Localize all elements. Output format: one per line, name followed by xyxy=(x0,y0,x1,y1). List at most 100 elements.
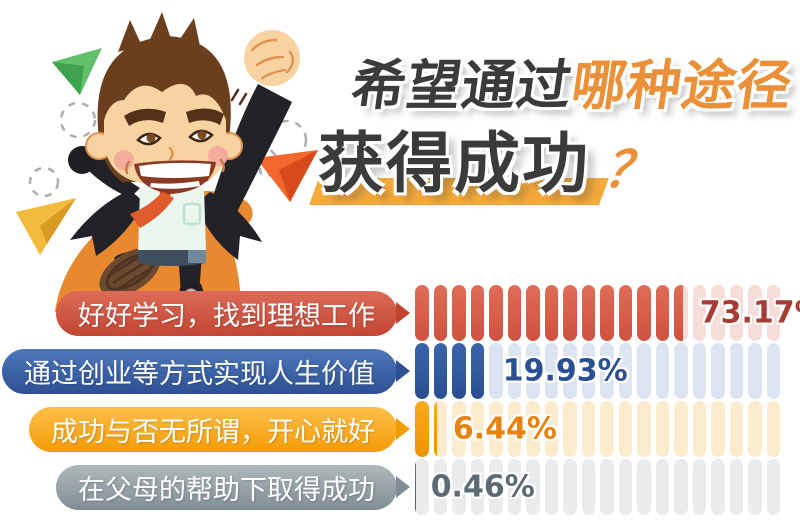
bar-segment xyxy=(452,285,466,341)
bar-segment xyxy=(489,285,503,341)
bar-track: 73.17% xyxy=(415,285,800,341)
raised-arm xyxy=(210,30,300,218)
bar-segment xyxy=(526,343,540,399)
bar-segment xyxy=(637,459,651,515)
bar-segment xyxy=(489,343,503,399)
bar-segment xyxy=(711,343,725,399)
bar-track: 0.46% xyxy=(415,459,780,515)
paper-plane-yellow-icon xyxy=(16,198,76,255)
bar-segment xyxy=(581,285,595,341)
category-label-text: 在父母的帮助下取得成功 xyxy=(78,474,375,506)
bar-segment xyxy=(526,459,540,515)
bar-segment xyxy=(674,401,688,457)
bar-segment xyxy=(711,285,725,341)
value-label: 19.93% xyxy=(502,353,628,389)
bar-segment xyxy=(489,401,503,457)
bar-segment xyxy=(692,343,706,399)
category-label-text: 成功与否无所谓，开心就好 xyxy=(51,416,375,448)
title-line1-accent: 哪种途径 xyxy=(567,54,797,117)
bar-segment xyxy=(711,459,725,515)
value-label: 73.17% xyxy=(699,295,800,331)
bar-segment xyxy=(618,459,632,515)
bar-segment xyxy=(563,401,577,457)
bar-segment xyxy=(470,343,484,399)
bar-segment xyxy=(729,343,743,399)
category-label-text: 好好学习，找到理想工作 xyxy=(78,300,375,332)
bar-segment xyxy=(618,401,632,457)
bar-segment xyxy=(452,459,466,515)
bar-segment xyxy=(415,401,429,457)
label-arrow-icon xyxy=(396,360,410,382)
label-arrow-icon xyxy=(396,418,410,440)
bar-segment xyxy=(748,401,762,457)
bar-segment xyxy=(748,285,762,341)
category-label-pill: 好好学习，找到理想工作 xyxy=(56,290,397,336)
bar-track: 6.44% xyxy=(415,401,780,457)
bar-segment xyxy=(748,343,762,399)
title-line2-wrap: 获得成功 xyxy=(309,125,609,205)
bar-segment xyxy=(637,401,651,457)
bar-segment xyxy=(489,459,503,515)
value-label: 0.46% xyxy=(430,469,535,505)
bar-segment xyxy=(526,401,540,457)
bar-chart: 好好学习，找到理想工作 73.17% 通过创业等方式实现人生价值 19.93% xyxy=(0,284,800,516)
category-label-pill: 成功与否无所谓，开心就好 xyxy=(29,406,397,452)
value-label: 6.44% xyxy=(452,411,557,447)
category-label-pill: 在父母的帮助下取得成功 xyxy=(56,464,397,510)
bar-segment xyxy=(766,459,780,515)
chart-row: 通过创业等方式实现人生价值 19.93% xyxy=(0,342,800,400)
chart-row: 在父母的帮助下取得成功 0.46% xyxy=(0,458,800,516)
bar-segment xyxy=(452,343,466,399)
bar-segment xyxy=(637,285,651,341)
bar-segment xyxy=(600,343,614,399)
chart-row: 成功与否无所谓，开心就好 6.44% xyxy=(0,400,800,458)
bar-segment xyxy=(600,401,614,457)
bar-segment xyxy=(729,401,743,457)
bar-segment xyxy=(655,343,669,399)
bar-segment xyxy=(470,401,484,457)
cartoon-illustration xyxy=(16,12,318,312)
bar-segment xyxy=(581,343,595,399)
category-label-wrap: 成功与否无所谓，开心就好 xyxy=(0,406,410,452)
title-line1: 希望通过哪种途径 xyxy=(314,54,797,117)
bar-segment xyxy=(637,343,651,399)
bar-segment xyxy=(655,285,669,341)
category-label-wrap: 通过创业等方式实现人生价值 xyxy=(0,348,410,394)
bar-segment xyxy=(692,285,706,341)
cartoon-head xyxy=(85,12,248,194)
bar-segment xyxy=(674,459,688,515)
title-question-mark: ？ xyxy=(600,140,659,199)
bar-segment xyxy=(544,343,558,399)
paper-plane-orange-icon xyxy=(256,150,318,202)
label-arrow-icon xyxy=(396,302,410,324)
shirt-and-tie xyxy=(130,184,206,266)
bar-segment xyxy=(692,459,706,515)
bar-segment xyxy=(433,459,447,515)
bar-segment xyxy=(655,401,669,457)
bar-segment xyxy=(563,343,577,399)
bar-segment xyxy=(415,285,429,341)
bar-segment xyxy=(415,459,429,515)
bar-segment xyxy=(452,401,466,457)
bar-segment xyxy=(766,401,780,457)
bar-segment xyxy=(433,285,447,341)
bar-segment xyxy=(544,459,558,515)
bar-segment xyxy=(507,459,521,515)
bar-segment xyxy=(766,343,780,399)
bar-segment xyxy=(470,459,484,515)
chart-rows: 好好学习，找到理想工作 73.17% 通过创业等方式实现人生价值 19.93% xyxy=(0,284,800,516)
category-label-pill: 通过创业等方式实现人生价值 xyxy=(2,348,397,394)
bar-segment xyxy=(618,285,632,341)
bar-segment xyxy=(415,343,429,399)
title-line1-dark: 希望通过 xyxy=(347,54,577,117)
bar-segment xyxy=(563,459,577,515)
bar-segment xyxy=(729,285,743,341)
page-title: 希望通过哪种途径 获得成功 ？ xyxy=(309,54,797,205)
bar-segment xyxy=(507,401,521,457)
title-line2: 获得成功 xyxy=(318,124,590,202)
chart-row: 好好学习，找到理想工作 73.17% xyxy=(0,284,800,342)
bar-segment xyxy=(600,285,614,341)
bar-segment xyxy=(692,401,706,457)
bar-segment xyxy=(766,285,780,341)
